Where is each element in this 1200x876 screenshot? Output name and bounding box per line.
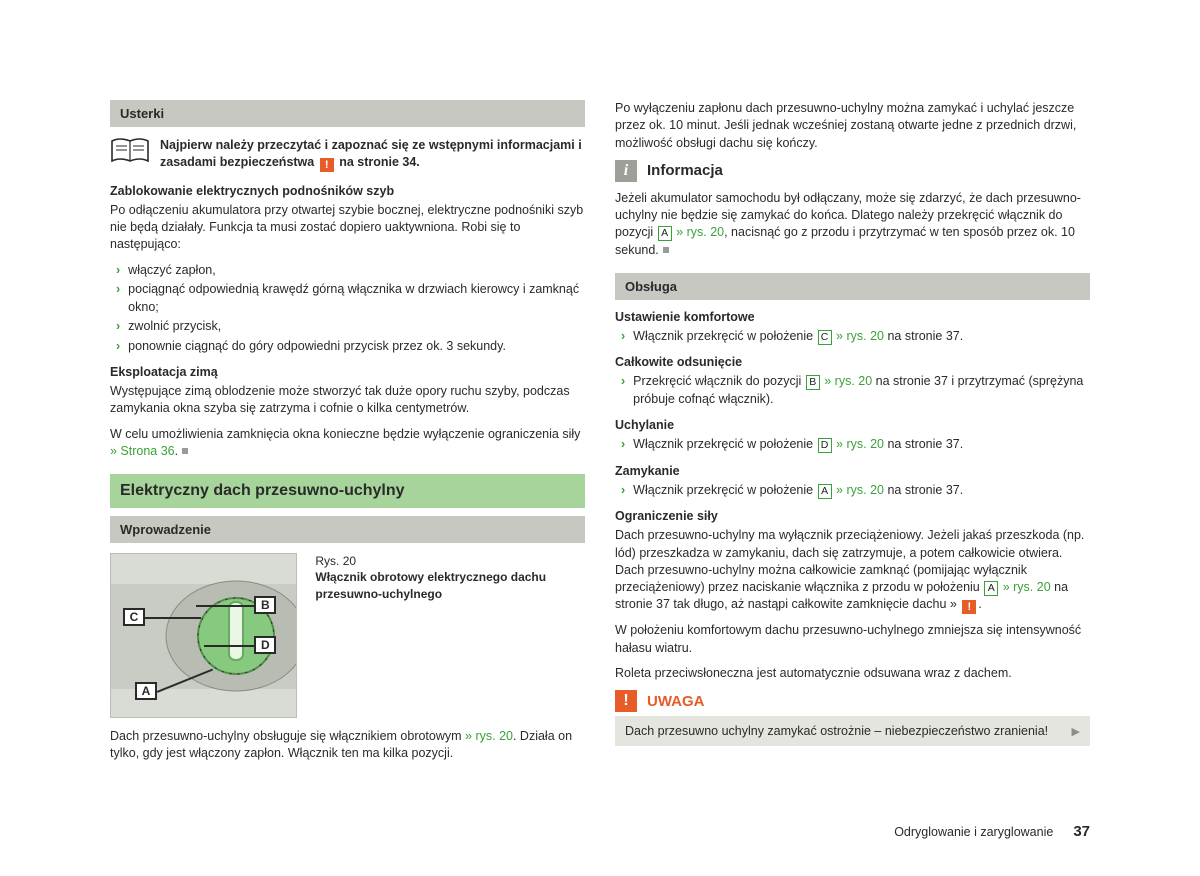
para-force: W celu umożliwienia zamknięcia okna koni… (110, 426, 585, 461)
right-column: Po wyłączeniu zapłonu dach przesuwno-uch… (615, 100, 1090, 771)
warning-icon: ! (320, 158, 334, 172)
heading-obsluga: Obsługa (615, 273, 1090, 300)
read-first-text: Najpierw należy przeczytać i zapoznać si… (160, 137, 585, 172)
pos-label-a: A (135, 682, 157, 700)
subhead-comfort: Ustawienie komfortowe (615, 310, 1090, 324)
list-item: Włącznik przekręcić w położenie D » rys.… (615, 436, 1090, 454)
heading-roof: Elektryczny dach przesuwno-uchylny (110, 474, 585, 508)
figure-number: Rys. 20 (315, 553, 585, 569)
para-wind: W położeniu komfortowym dachu przesuwno-… (615, 622, 1090, 657)
heading-intro: Wprowadzenie (110, 516, 585, 543)
list-item: Przekręcić włącznik do pozycji B » rys. … (615, 373, 1090, 408)
list-item: Włącznik przekręcić w położenie A » rys.… (615, 482, 1090, 500)
pos-d: D (818, 438, 832, 453)
bullet-list: włączyć zapłon, pociągnąć odpowiednią kr… (110, 262, 585, 356)
para-ignition: Po wyłączeniu zapłonu dach przesuwno-uch… (615, 100, 1090, 152)
list-item: zwolnić przycisk, (110, 318, 585, 336)
continue-icon: ▶ (1072, 725, 1080, 738)
subhead-lock: Zablokowanie elektrycznych podnośników s… (110, 184, 585, 198)
subhead-fullopen: Całkowite odsunięcie (615, 355, 1090, 369)
info-icon: i (615, 160, 637, 182)
pos-b: B (806, 375, 820, 390)
uwaga-title: UWAGA (647, 693, 705, 710)
uwaga-text: Dach przesuwno uchylny zamykać ostrożnie… (625, 724, 1048, 738)
para-lock: Po odłączeniu akumulatora przy otwartej … (110, 202, 585, 254)
list-item: pociągnąć odpowiednią krawędź górną włąc… (110, 281, 585, 316)
list-item: Włącznik przekręcić w położenie C » rys.… (615, 328, 1090, 346)
end-marker-icon (663, 247, 669, 253)
link-fig20: » rys. 20 (673, 225, 724, 239)
pos-label-b: B (254, 596, 276, 614)
link-fig20: » rys. 20 (465, 729, 513, 743)
footer-page-number: 37 (1073, 823, 1090, 840)
figure-20: B1Z-0284 C B D A (110, 553, 297, 718)
warning-big-icon: ! (615, 690, 637, 712)
book-icon (110, 137, 150, 168)
page-footer: Odryglowanie i zaryglowanie 37 (894, 823, 1090, 840)
pos-label-c: C (123, 608, 145, 626)
read-first-page: na stronie 34. (336, 155, 420, 169)
heading-usterki: Usterki (110, 100, 585, 127)
info-header: i Informacja (615, 160, 1090, 182)
figure-title: Włącznik obrotowy elektrycznego dachu pr… (315, 570, 546, 600)
two-column-layout: Usterki Najpierw należy przeczytać i zap… (110, 100, 1090, 771)
subhead-winter: Eksploatacja zimą (110, 365, 585, 379)
uwaga-header: ! UWAGA (615, 690, 1090, 712)
left-column: Usterki Najpierw należy przeczytać i zap… (110, 100, 585, 771)
para-roller: Roleta przeciwsłoneczna jest automatyczn… (615, 665, 1090, 682)
warning-icon: ! (962, 600, 976, 614)
list-item: ponownie ciągnąć do góry odpowiedni przy… (110, 338, 585, 356)
list-item: włączyć zapłon, (110, 262, 585, 280)
end-marker-icon (182, 448, 188, 454)
figure-row: B1Z-0284 C B D A Rys. 20 Włącznik obroto… (110, 553, 585, 718)
pos-a: A (818, 484, 832, 499)
para-dial: Dach przesuwno-uchylny obsługuje się włą… (110, 728, 585, 763)
link-page36: » Strona 36 (110, 444, 175, 458)
pos-c: C (818, 330, 832, 345)
footer-section: Odryglowanie i zaryglowanie (894, 825, 1053, 839)
uwaga-body: Dach przesuwno uchylny zamykać ostrożnie… (615, 716, 1090, 746)
para-force-limit: Dach przesuwno-uchylny ma wyłącznik prze… (615, 527, 1090, 614)
para-winter: Występujące zimą oblodzenie może stworzy… (110, 383, 585, 418)
figure-caption: Rys. 20 Włącznik obrotowy elektrycznego … (315, 553, 585, 602)
pos-a: A (658, 226, 672, 241)
pos-a: A (984, 581, 998, 596)
subhead-force: Ograniczenie siły (615, 509, 1090, 523)
info-title: Informacja (647, 162, 723, 179)
info-body: Jeżeli akumulator samochodu był odłączan… (615, 190, 1090, 259)
subhead-tilt: Uchylanie (615, 418, 1090, 432)
subhead-close: Zamykanie (615, 464, 1090, 478)
pos-label-d: D (254, 636, 276, 654)
read-first-block: Najpierw należy przeczytać i zapoznać si… (110, 137, 585, 172)
